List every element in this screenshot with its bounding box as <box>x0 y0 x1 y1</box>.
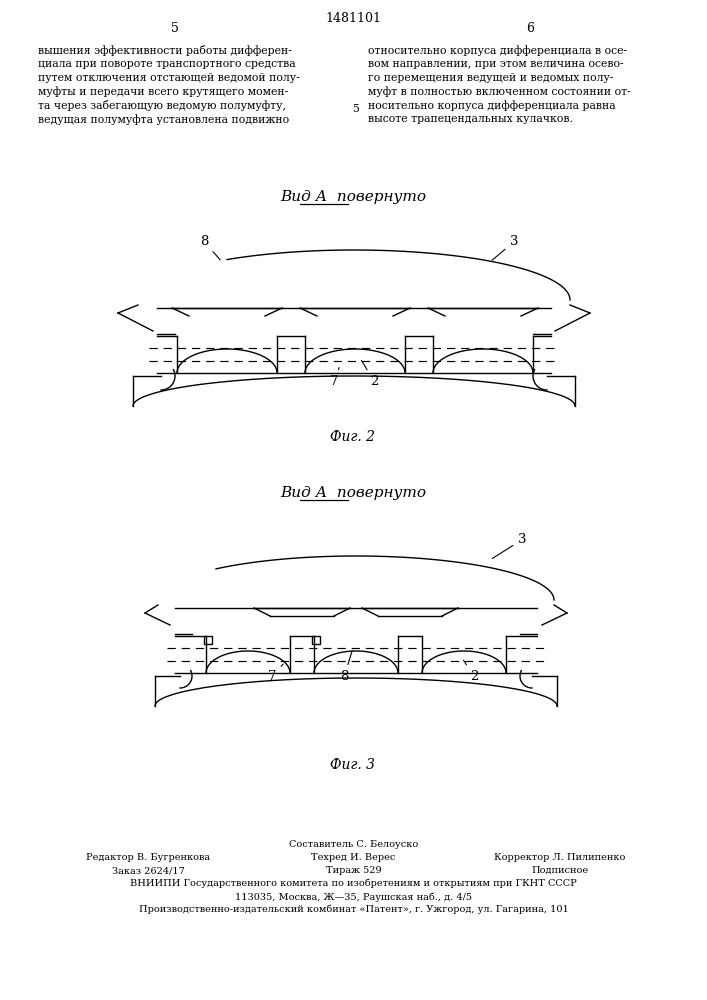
Text: вом направлении, при этом величина осево-: вом направлении, при этом величина осево… <box>368 59 624 69</box>
Text: Производственно-издательский комбинат «Патент», г. Ужгород, ул. Гагарина, 101: Производственно-издательский комбинат «П… <box>139 905 568 914</box>
Text: муфты и передачи всего крутящего момен-: муфты и передачи всего крутящего момен- <box>38 86 288 97</box>
Text: Фиг. 2: Фиг. 2 <box>330 430 375 444</box>
Text: та через забегающую ведомую полумуфту,: та через забегающую ведомую полумуфту, <box>38 100 286 111</box>
Text: носительно корпуса дифференциала равна: носительно корпуса дифференциала равна <box>368 100 616 111</box>
Text: 113035, Москва, Ж—35, Раушская наб., д. 4/5: 113035, Москва, Ж—35, Раушская наб., д. … <box>235 892 472 902</box>
Text: 6: 6 <box>526 22 534 35</box>
Text: 7: 7 <box>330 368 339 388</box>
Text: 8: 8 <box>200 235 220 260</box>
Text: Вид А  повернуто: Вид А повернуто <box>280 486 426 500</box>
Text: Техред И. Верес: Техред И. Верес <box>311 853 396 862</box>
Text: 7: 7 <box>268 664 284 683</box>
Bar <box>204 636 212 644</box>
Text: 5: 5 <box>352 104 359 114</box>
Text: го перемещения ведущей и ведомых полу-: го перемещения ведущей и ведомых полу- <box>368 73 614 83</box>
Text: Фиг. 3: Фиг. 3 <box>330 758 375 772</box>
Text: Составитель С. Белоуско: Составитель С. Белоуско <box>289 840 418 849</box>
Text: относительно корпуса дифференциала в осе-: относительно корпуса дифференциала в осе… <box>368 45 627 56</box>
Text: 2: 2 <box>464 660 479 683</box>
Text: высоте трапецендальных кулачков.: высоте трапецендальных кулачков. <box>368 114 573 124</box>
Text: ВНИИПИ Государственного комитета по изобретениям и открытиям при ГКНТ СССР: ВНИИПИ Государственного комитета по изоб… <box>130 879 577 888</box>
Text: вышения эффективности работы дифферен-: вышения эффективности работы дифферен- <box>38 45 292 56</box>
Text: циала при повороте транспортного средства: циала при повороте транспортного средств… <box>38 59 296 69</box>
Text: ведущая полумуфта установлена подвижно: ведущая полумуфта установлена подвижно <box>38 114 289 125</box>
Text: 3: 3 <box>492 235 518 260</box>
Text: Вид А  повернуто: Вид А повернуто <box>280 190 426 204</box>
Text: Тираж 529: Тираж 529 <box>326 866 381 875</box>
Text: 3: 3 <box>492 533 527 559</box>
Text: Заказ 2624/17: Заказ 2624/17 <box>112 866 185 875</box>
Bar <box>312 636 320 644</box>
Text: 1481101: 1481101 <box>325 12 382 25</box>
Text: Редактор В. Бугренкова: Редактор В. Бугренкова <box>86 853 210 862</box>
Text: 5: 5 <box>171 22 179 35</box>
Text: Подписное: Подписное <box>532 866 588 875</box>
Text: путем отключения отстающей ведомой полу-: путем отключения отстающей ведомой полу- <box>38 73 300 83</box>
Text: Корректор Л. Пилипенко: Корректор Л. Пилипенко <box>494 853 626 862</box>
Text: 8: 8 <box>340 651 352 683</box>
Text: 2: 2 <box>361 360 378 388</box>
Text: муфт в полностью включенном состоянии от-: муфт в полностью включенном состоянии от… <box>368 86 631 97</box>
